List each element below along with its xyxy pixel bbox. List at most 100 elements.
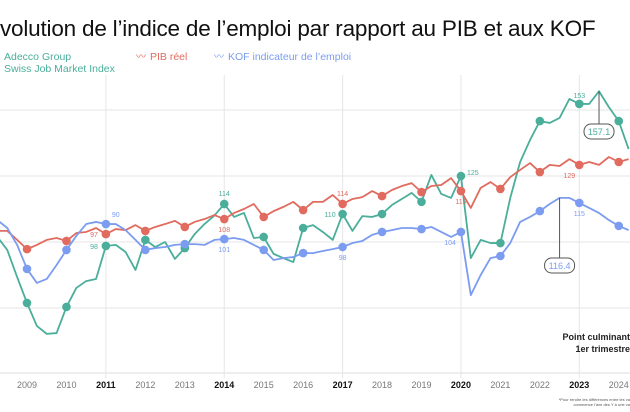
data-point	[338, 199, 347, 209]
data-label: 108	[218, 227, 230, 234]
data-label: 97	[90, 232, 98, 239]
x-tick-label: 2016	[293, 380, 313, 390]
data-point	[496, 184, 505, 194]
data-label: 90	[112, 212, 120, 219]
peak-annotation: Point culminant 1er trimestre	[563, 331, 630, 355]
data-point	[101, 229, 111, 239]
data-point	[141, 245, 150, 255]
data-label: 114	[219, 191, 230, 198]
data-point	[180, 239, 190, 249]
data-point	[101, 219, 111, 229]
data-label: 101	[218, 247, 230, 254]
data-label: 153	[573, 93, 585, 100]
legend-label-line1: Adecco Group	[4, 51, 72, 63]
data-point	[22, 244, 32, 254]
callout-label: 157.1	[588, 127, 611, 137]
data-point	[62, 245, 71, 255]
x-tick-label: 2021	[490, 380, 510, 390]
chart-title: volution de l’indice de l’emploi par rap…	[0, 16, 596, 41]
footnote: *Pour rendre les différences entre les v…	[559, 397, 630, 407]
data-label: 115	[574, 211, 585, 218]
data-point	[614, 116, 624, 126]
data-label: 129	[563, 173, 575, 180]
data-point	[298, 223, 308, 233]
x-tick-label: 2018	[372, 380, 392, 390]
data-point	[298, 205, 308, 215]
data-point	[141, 226, 150, 236]
data-point	[219, 234, 229, 244]
data-point	[614, 157, 624, 167]
data-point	[575, 198, 584, 208]
x-tick-label: 2023	[569, 380, 589, 390]
series-line-0	[0, 90, 630, 335]
peak-annotation-line1: Point culminant	[562, 332, 630, 342]
data-point	[535, 167, 545, 177]
callout-label: 116.4	[549, 261, 571, 271]
data-label: 114	[337, 191, 348, 198]
data-point	[575, 160, 584, 170]
x-tick-label: 2012	[135, 380, 155, 390]
data-point	[219, 214, 229, 224]
legend-item-kof: 〰 KOF indicateur de l’emploi	[214, 51, 352, 64]
footnote-line2: commence l’axe des Y à une va	[573, 402, 630, 407]
callout-box	[544, 257, 576, 274]
callout-box	[583, 123, 615, 140]
data-point	[575, 99, 584, 109]
data-point	[259, 232, 269, 242]
footnote-line1: *Pour rendre les différences entre les v…	[558, 397, 630, 402]
x-tick-label: 2009	[17, 380, 37, 390]
x-tick-label: 2022	[530, 380, 550, 390]
data-point	[22, 264, 32, 274]
data-point	[417, 197, 426, 207]
x-tick-label: 2011	[96, 380, 116, 390]
data-point	[141, 235, 150, 245]
data-label: 110	[324, 212, 335, 219]
data-point	[456, 171, 466, 181]
line-chart-icon: 〰	[136, 52, 146, 63]
data-point	[456, 227, 466, 237]
data-point	[338, 242, 347, 252]
data-point	[62, 302, 71, 312]
data-point	[496, 238, 505, 248]
legend-label: PIB réel	[150, 51, 188, 63]
data-point	[101, 241, 111, 251]
data-label: 98	[90, 244, 98, 251]
data-point	[417, 224, 426, 234]
peak-annotation-line2: 1er trimestre	[575, 344, 630, 354]
data-point	[338, 209, 347, 219]
x-tick-label: 2020	[451, 380, 471, 390]
data-point	[535, 206, 545, 216]
legend-label-line2: Swiss Job Market Index	[4, 62, 115, 75]
x-tick-label: 2013	[175, 380, 195, 390]
x-tick-label: 2015	[254, 380, 274, 390]
data-point	[535, 116, 545, 126]
x-tick-label: 2017	[333, 380, 353, 390]
legend-item-pib: 〰 PIB réel	[136, 51, 188, 64]
x-tick-label: 2010	[56, 380, 76, 390]
data-point	[377, 209, 387, 219]
x-tick-label: 2014	[214, 380, 234, 390]
data-point	[219, 199, 229, 209]
data-point	[180, 222, 190, 232]
legend-label: KOF indicateur de l’emploi	[228, 51, 352, 63]
data-point	[22, 298, 32, 308]
data-point	[456, 186, 466, 196]
data-label: 119	[455, 199, 466, 206]
data-point	[496, 251, 505, 261]
data-point	[614, 221, 624, 231]
data-point	[259, 212, 269, 222]
data-label: 98	[339, 255, 347, 262]
x-tick-label: 2024	[609, 380, 629, 390]
legend-item-job-market-index: Adecco Group Swiss Job Market Index	[4, 51, 115, 75]
data-label: 125	[467, 170, 479, 177]
data-point	[298, 248, 308, 258]
data-point	[62, 236, 71, 246]
data-point	[417, 187, 426, 197]
data-point	[259, 245, 269, 255]
x-tick-label: 2019	[411, 380, 431, 390]
data-point	[377, 227, 387, 237]
data-point	[377, 191, 387, 201]
line-chart-icon: 〰	[214, 52, 224, 63]
data-label: 104	[444, 240, 456, 247]
